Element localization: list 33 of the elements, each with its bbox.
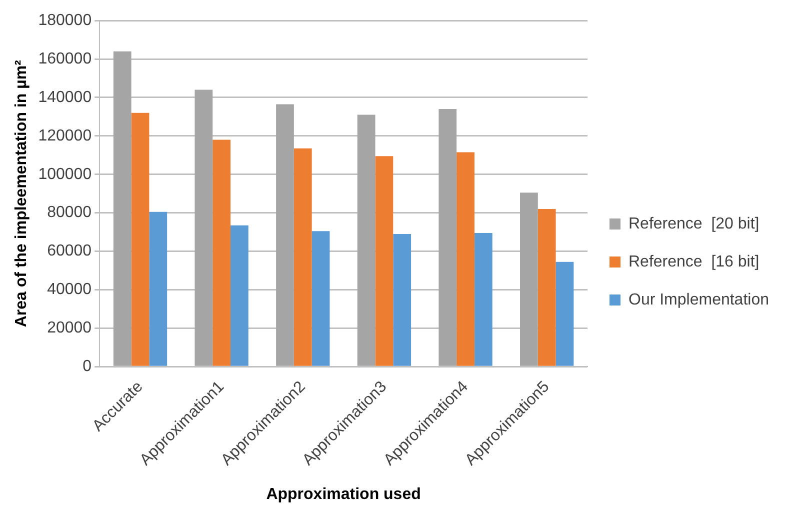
y-tick-label: 0 — [82, 358, 92, 376]
bar — [456, 152, 474, 366]
y-tick-label: 20000 — [47, 320, 92, 337]
y-tick-label: 80000 — [47, 204, 92, 222]
y-tick-label: 120000 — [38, 127, 92, 144]
x-axis-title: Approximation used — [266, 486, 421, 503]
bar — [212, 140, 231, 366]
y-tick-label: 140000 — [38, 88, 92, 106]
bar — [230, 225, 248, 366]
bar — [113, 51, 132, 366]
legend-label: Our Implementation — [628, 291, 770, 308]
bar — [276, 104, 294, 366]
bar — [556, 262, 574, 366]
legend-label: Reference [20 bit] — [628, 215, 760, 232]
y-tick-label: 180000 — [38, 12, 92, 30]
y-tick-label: 60000 — [47, 242, 92, 260]
bar — [520, 192, 538, 366]
bar — [375, 156, 394, 366]
bar — [538, 208, 556, 366]
y-tick-label: 160000 — [38, 50, 92, 68]
bar — [131, 112, 150, 366]
bar — [393, 234, 412, 366]
bar — [149, 212, 168, 366]
bar — [474, 233, 492, 366]
y-tick-label: 40000 — [47, 281, 92, 298]
y-tick-label: 100000 — [38, 166, 92, 183]
legend-label: Reference [16 bit] — [628, 253, 760, 270]
bar — [438, 109, 457, 366]
bar — [194, 90, 213, 366]
bar — [357, 114, 376, 366]
bar — [312, 231, 330, 366]
y-axis-title: Area of the impleementation in µm² — [13, 60, 30, 328]
bar — [294, 148, 312, 366]
